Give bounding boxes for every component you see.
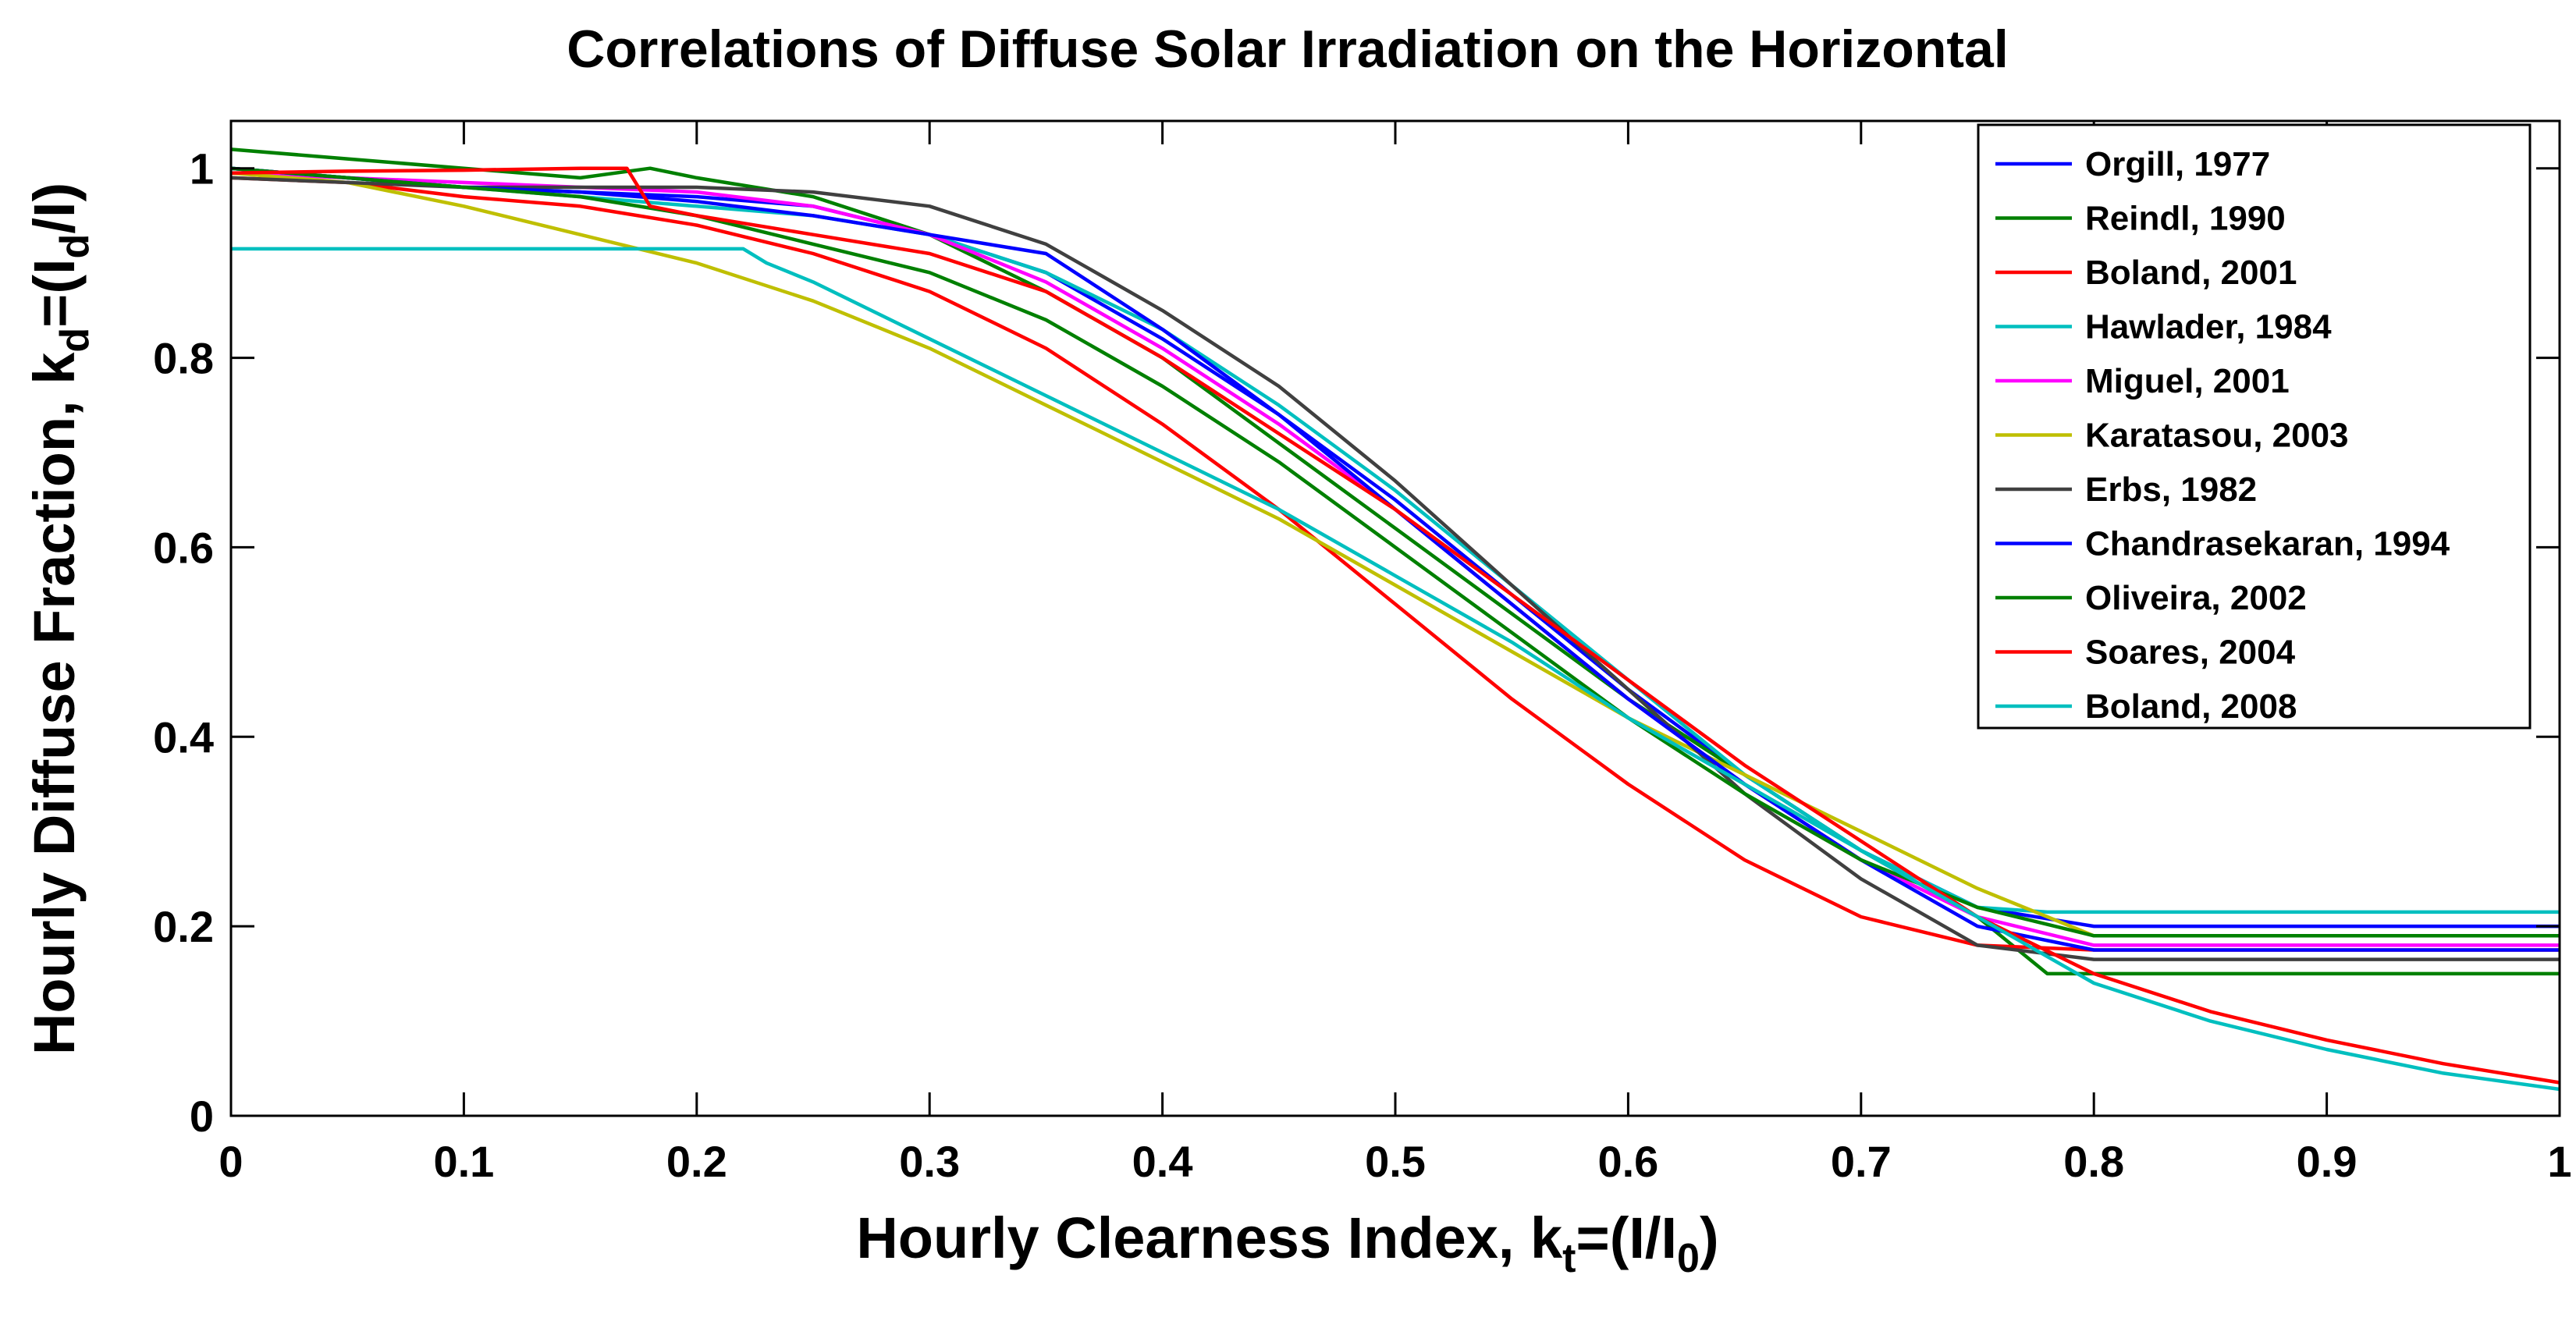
y-tick-label: 0.6 <box>153 523 214 572</box>
y-axis-label-sub2: d <box>52 234 98 259</box>
series-layer <box>230 147 2560 1092</box>
x-tick-label: 0 <box>219 1137 243 1186</box>
legend: Orgill, 1977 Reindl, 1990 Boland, 2001 Hawl… <box>1977 123 2532 730</box>
legend-label-8: Chandrasekaran, 1994 <box>2085 525 2450 563</box>
legend-label-7: Erbs, 1982 <box>2085 471 2257 509</box>
legend-label-11: Boland, 2008 <box>2085 687 2297 726</box>
x-tick-label: 0.8 <box>2063 1137 2124 1186</box>
series-line-11 <box>231 247 2560 1092</box>
x-axis-label-sub2: 0 <box>1677 1236 1700 1281</box>
x-axis-label: Hourly Clearness Index, kt=(I/I0) <box>856 1206 1718 1281</box>
series-line-10 <box>230 166 2560 1085</box>
y-tick-label: 0 <box>190 1092 214 1141</box>
x-tick-label: 0.2 <box>666 1137 727 1186</box>
x-tick-label: 0.9 <box>2297 1137 2357 1186</box>
x-tick-label: 0.5 <box>1365 1137 1426 1186</box>
y-axis-label-sub: d <box>52 328 98 353</box>
legend-label-5: Miguel, 2001 <box>2085 362 2290 400</box>
x-tick-label: 0.6 <box>1597 1137 1658 1186</box>
x-axis-label-end: ) <box>1700 1206 1719 1270</box>
x-axis-label-sub: t <box>1562 1236 1576 1281</box>
y-axis-label-rest: =(I <box>22 258 87 327</box>
x-tick-label: 0.3 <box>899 1137 960 1186</box>
y-tick-label: 0.2 <box>153 902 214 951</box>
legend-label-2: Reindl, 1990 <box>2085 200 2286 238</box>
legend-label-9: Oliveira, 2002 <box>2085 579 2307 617</box>
series-line-4 <box>230 166 2560 914</box>
legend-box <box>1977 123 2532 730</box>
chart-title: Correlations of Diffuse Solar Irradiatio… <box>567 20 2009 79</box>
legend-label-4: Hawlader, 1984 <box>2085 308 2332 346</box>
legend-label-3: Boland, 2001 <box>2085 254 2297 292</box>
y-tick-label: 0.8 <box>153 334 214 383</box>
y-tick-label: 0.4 <box>153 712 214 762</box>
x-tick-label: 0.1 <box>433 1137 494 1186</box>
x-tick-label: 1 <box>2547 1137 2571 1186</box>
legend-label-1: Orgill, 1977 <box>2085 145 2270 183</box>
series-line-7 <box>230 176 2560 961</box>
y-axis-label: Hourly Diffuse Fraction, kd=(Id/I) <box>22 183 98 1055</box>
series-line-9 <box>230 166 2560 938</box>
legend-items: Orgill, 1977 Reindl, 1990 Boland, 2001 Hawl… <box>1995 145 2450 726</box>
legend-label-6: Karatasou, 2003 <box>2085 417 2349 455</box>
ticks-layer: 0 0.1 0.2 0.3 0.4 0.5 0.6 0.7 0.8 0.9 1 0 0.2 0.4 0.6 0… <box>153 121 2572 1186</box>
legend-label-10: Soares, 2004 <box>2085 634 2296 672</box>
y-tick-label: 1 <box>190 144 214 194</box>
y-axis-label-end: /I) <box>22 183 87 234</box>
x-axis-label-rest: =(I/I <box>1576 1206 1678 1270</box>
x-tick-label: 0.4 <box>1132 1137 1193 1186</box>
x-tick-label: 0.7 <box>1831 1137 1892 1186</box>
x-axis-label-main: Hourly Clearness Index, k <box>856 1206 1563 1270</box>
y-axis-label-main: Hourly Diffuse Fraction, k <box>22 352 87 1055</box>
